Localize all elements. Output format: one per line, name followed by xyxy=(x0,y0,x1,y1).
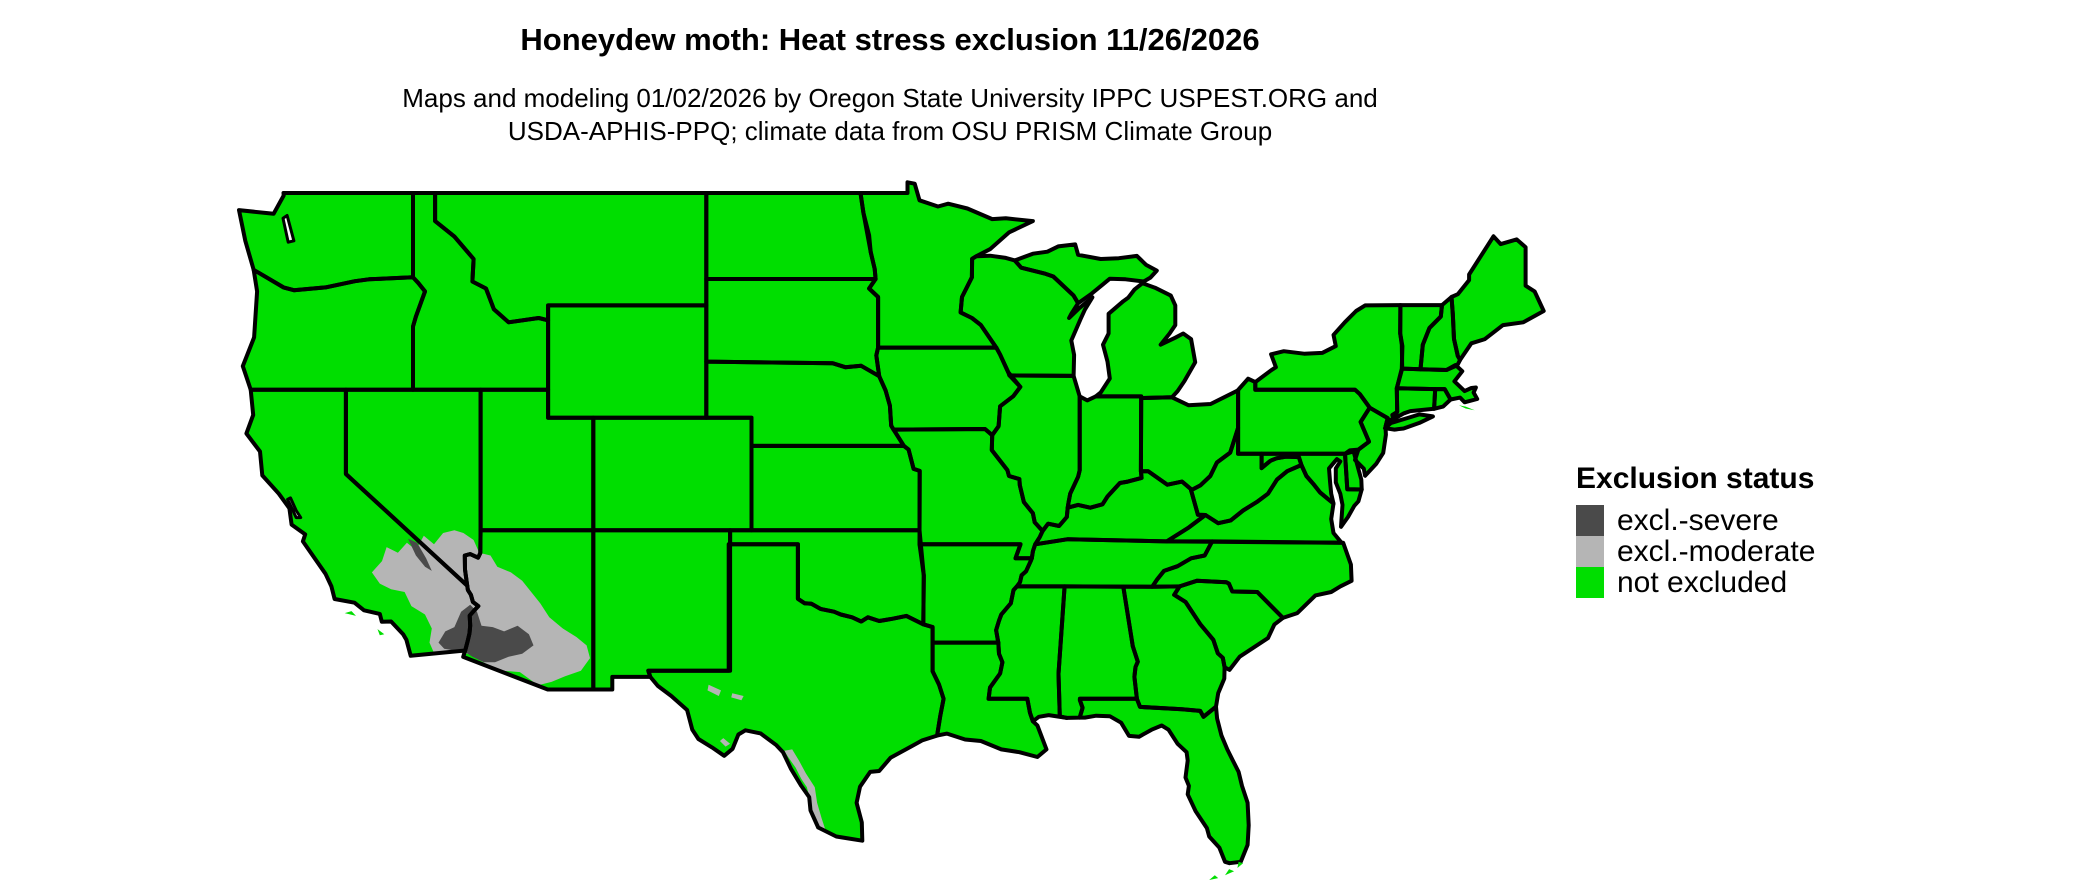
state-fill-wv xyxy=(1191,427,1302,524)
state-fill-ar xyxy=(919,544,1032,643)
state-fill-ga xyxy=(1123,586,1225,717)
patch-big-bend-moderate xyxy=(719,738,731,747)
state-fill-ma xyxy=(1396,365,1478,403)
patch-pecos-moderate-2 xyxy=(731,693,744,701)
state-fill-wy xyxy=(548,305,707,418)
state-fill-ia xyxy=(876,347,1021,436)
island-florida-keys-3 xyxy=(1237,861,1244,868)
state-fill-ms xyxy=(988,586,1067,722)
legend-item-severe: excl.-severe xyxy=(1576,505,1815,536)
state-border-az xyxy=(461,528,596,692)
water-san-francisco-bay xyxy=(286,496,303,520)
legend-swatch-severe-icon xyxy=(1576,505,1604,536)
state-fill-id xyxy=(413,193,549,390)
patch-sw-deserts-moderate xyxy=(371,530,590,686)
patch-lower-colorado-gila-severe xyxy=(438,604,534,663)
legend-title: Exclusion status xyxy=(1576,462,1815,495)
state-fill-in xyxy=(1067,396,1142,508)
patch-pecos-moderate-1 xyxy=(707,684,721,696)
water-puget-sound xyxy=(281,214,296,244)
legend-item-not-excluded: not excluded xyxy=(1576,567,1815,598)
map-subtitle: Maps and modeling 01/02/2026 by Oregon S… xyxy=(0,82,1780,148)
legend-label-moderate: excl.-moderate xyxy=(1617,535,1816,568)
state-border-fl xyxy=(1077,696,1251,866)
state-fill-me xyxy=(1451,236,1544,360)
state-fill-nd xyxy=(706,193,876,279)
island-channel-island-1 xyxy=(344,611,356,616)
state-fill-ny xyxy=(1255,305,1403,427)
state-fill-al xyxy=(1058,586,1138,718)
legend-item-moderate: excl.-moderate xyxy=(1576,536,1815,567)
legend-swatch-moderate-icon xyxy=(1576,536,1604,567)
state-border-long-island xyxy=(1383,412,1435,432)
state-fill-co xyxy=(593,417,752,531)
state-fill-ut xyxy=(480,389,594,531)
map-subtitle-line2: USDA-APHIS-PPQ; climate data from OSU PR… xyxy=(507,116,1273,146)
map-subtitle-line1: Maps and modeling 01/02/2026 by Oregon S… xyxy=(402,83,1378,113)
state-fill-mi-lp xyxy=(1095,283,1196,399)
state-fill-mo xyxy=(893,429,1043,559)
state-fill-sd xyxy=(706,279,880,377)
island-marthas-vineyard xyxy=(1458,405,1475,411)
state-border-nc xyxy=(1150,539,1354,620)
patch-rio-grande-strip-moderate xyxy=(784,749,825,829)
map-title: Honeydew moth: Heat stress exclusion 11/… xyxy=(520,22,1260,57)
state-fill-ky xyxy=(1035,471,1206,545)
legend: Exclusion status excl.-severe excl.-mode… xyxy=(1576,462,1815,598)
patch-death-valley-severe xyxy=(408,538,432,571)
state-fill-or xyxy=(242,270,425,390)
state-border-tx xyxy=(646,542,946,843)
island-florida-keys-1 xyxy=(1209,875,1219,880)
state-fill-nh xyxy=(1420,297,1461,370)
state-fill-nm xyxy=(593,530,731,690)
island-channel-island-2 xyxy=(377,629,385,636)
state-border-md xyxy=(1259,451,1364,529)
state-fill-mn xyxy=(860,182,1033,348)
state-fill-ne xyxy=(706,361,904,446)
island-florida-keys-2 xyxy=(1225,869,1235,876)
state-fill-wi xyxy=(960,255,1093,376)
state-border-mi-up xyxy=(1012,242,1159,306)
state-fill-de xyxy=(1345,451,1362,490)
state-fill-sc xyxy=(1174,580,1283,670)
state-fill-mt xyxy=(435,193,707,323)
state-fill-pa xyxy=(1238,378,1370,454)
state-fill-long-island xyxy=(1385,414,1433,430)
legend-label-severe: excl.-severe xyxy=(1617,504,1779,537)
state-fill-vt xyxy=(1400,305,1442,370)
state-fill-ks xyxy=(751,445,920,531)
state-fill-nc xyxy=(1152,541,1352,618)
state-fill-fl xyxy=(1079,698,1249,864)
state-border-me xyxy=(1449,234,1546,362)
state-fill-il xyxy=(991,375,1080,531)
state-fill-ok xyxy=(730,530,924,625)
legend-swatch-not-excluded-icon xyxy=(1576,567,1604,598)
legend-label-not-excluded: not excluded xyxy=(1617,566,1788,599)
state-fill-tn xyxy=(1016,539,1213,587)
